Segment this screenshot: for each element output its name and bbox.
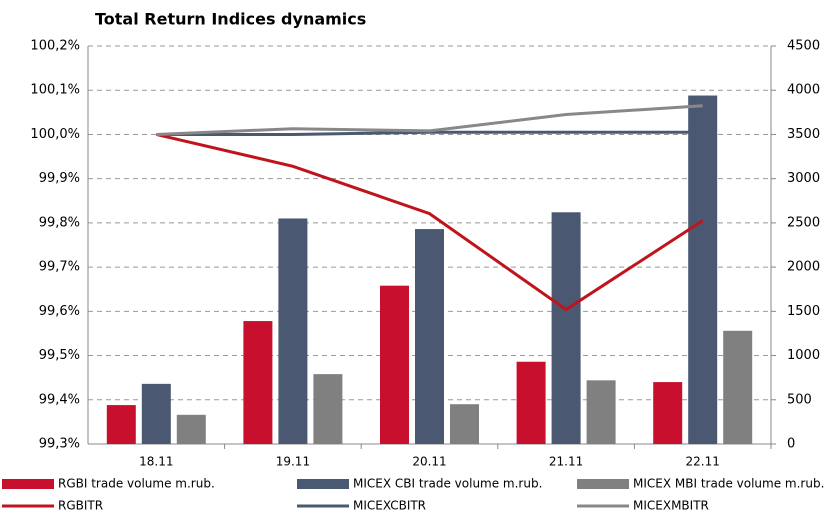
bar: [653, 382, 683, 444]
legend-label: MICEXMBITR: [633, 499, 709, 513]
x-tick-label: 22.11: [686, 455, 720, 469]
line: [156, 104, 703, 136]
x-tick-label: 18.11: [139, 455, 173, 469]
y-tick-label: 99,6%: [39, 304, 80, 319]
bar: [516, 361, 546, 444]
y2-tick-label: 4500: [787, 39, 820, 54]
y2-tick-label: 3500: [787, 127, 820, 142]
y-tick-label: 99,7%: [39, 260, 80, 275]
y2-tick-label: 2500: [787, 215, 820, 230]
legend-label: MICEXCBITR: [353, 499, 426, 513]
legend-label: RGBITR: [58, 499, 103, 513]
legend-label: MICEX CBI trade volume m.rub.: [353, 477, 542, 491]
bar: [450, 404, 479, 444]
bar: [723, 330, 753, 444]
line: [155, 132, 704, 312]
bar: [243, 321, 273, 444]
legend-swatch: [2, 479, 54, 489]
bar: [176, 414, 206, 444]
y2-tick-label: 1500: [787, 304, 820, 319]
y2-tick-label: 1000: [787, 348, 820, 363]
y-tick-label: 99,9%: [39, 171, 80, 186]
y-tick-label: 99,5%: [39, 348, 80, 363]
bar: [278, 218, 308, 444]
legend-swatch: [577, 479, 629, 489]
bar: [586, 380, 616, 444]
y2-tick-label: 2000: [787, 260, 820, 275]
y-tick-label: 100,2%: [30, 39, 80, 54]
bar: [106, 405, 136, 444]
bar: [551, 212, 581, 444]
legend-swatch: [297, 479, 349, 489]
y-tick-label: 99,4%: [39, 392, 80, 407]
y-tick-label: 99,8%: [39, 215, 80, 230]
bar: [313, 374, 343, 444]
y-tick-label: 100,1%: [30, 83, 80, 98]
x-tick-label: 21.11: [549, 455, 583, 469]
y2-tick-label: 4000: [787, 83, 820, 98]
bar: [688, 95, 718, 444]
y2-tick-label: 3000: [787, 171, 820, 186]
x-tick-label: 19.11: [276, 455, 310, 469]
legend-label: MICEX MBI trade volume m.rub.: [633, 477, 824, 491]
legend-label: RGBI trade volume m.rub.: [58, 477, 215, 491]
bar: [380, 285, 409, 444]
bar: [415, 229, 444, 444]
bar: [141, 383, 171, 444]
chart-title: Total Return Indices dynamics: [95, 10, 366, 29]
y2-tick-label: 0: [787, 437, 795, 452]
y-tick-label: 100,0%: [30, 127, 80, 142]
x-tick-label: 20.11: [412, 455, 446, 469]
y-tick-label: 99,3%: [39, 437, 80, 452]
y2-tick-label: 500: [787, 392, 812, 407]
